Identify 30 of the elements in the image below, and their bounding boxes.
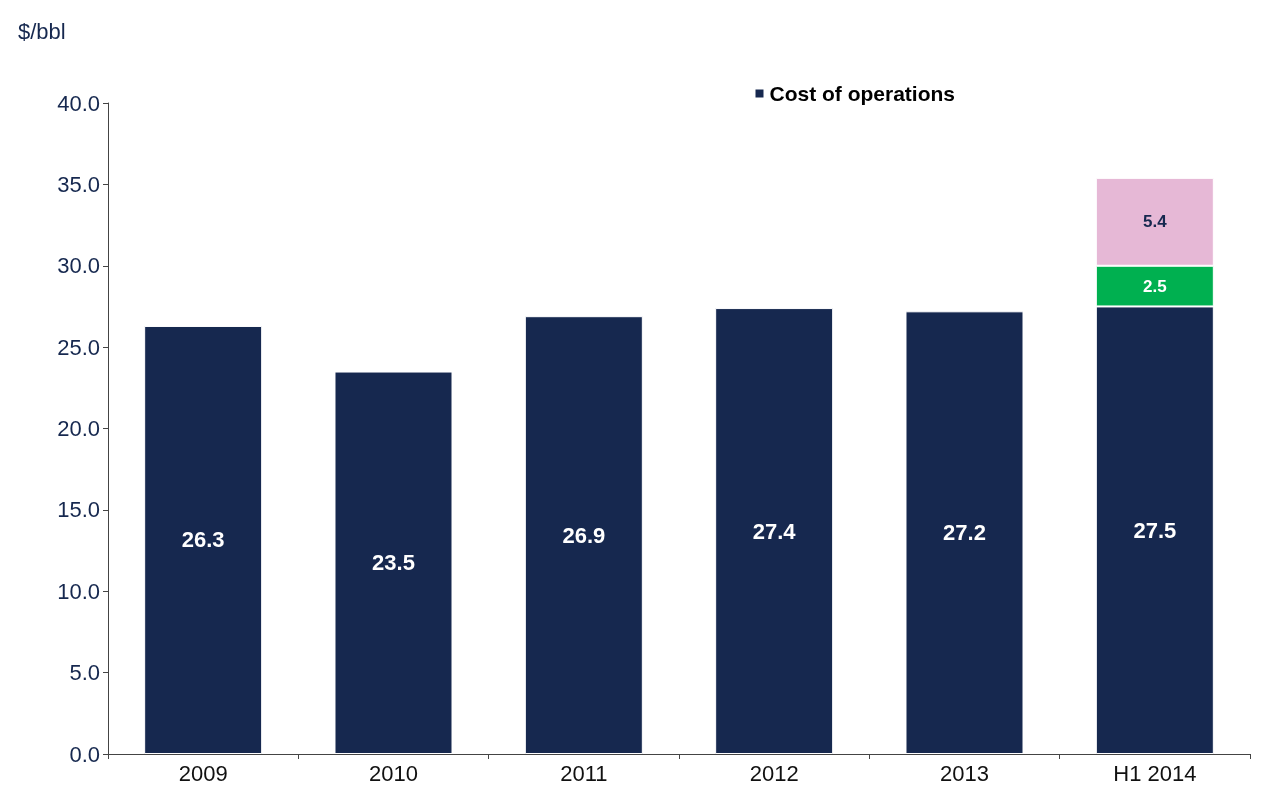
data-label: 27.4 — [752, 518, 797, 544]
y-tick-label: 5.0 — [69, 660, 100, 686]
data-label: 26.9 — [562, 522, 606, 548]
x-tick-label: 2013 — [940, 760, 989, 786]
data-label: 26.3 — [181, 527, 225, 553]
bar — [334, 371, 453, 754]
y-tick-label: 15.0 — [57, 497, 100, 523]
x-tick-label: 2010 — [369, 760, 418, 786]
bar — [905, 311, 1024, 754]
legend-label: Cost of operations — [769, 82, 956, 105]
y-tick-label: 25.0 — [57, 334, 100, 360]
x-tick-label: 2009 — [178, 760, 228, 786]
y-tick-label: 20.0 — [57, 416, 100, 441]
bar — [524, 316, 643, 754]
data-label: 2.5 — [1143, 276, 1167, 296]
y-tick-label: 10.0 — [57, 578, 100, 604]
bar — [144, 325, 263, 754]
x-tick-label: 2011 — [560, 760, 608, 786]
y-tick-label: 35.0 — [57, 171, 100, 197]
bar — [715, 308, 834, 754]
y-tick-label: 30.0 — [57, 253, 100, 279]
x-tick-label: H1 2014 — [1113, 760, 1197, 786]
y-tick-label: 40.0 — [57, 90, 100, 116]
x-tick-label: 2012 — [749, 760, 799, 786]
y-axis-title: $/bbl — [18, 18, 66, 44]
data-label: 23.5 — [372, 550, 415, 576]
y-tick-label: 0.0 — [69, 741, 100, 767]
data-label: 5.4 — [1143, 212, 1168, 232]
data-label: 27.2 — [943, 520, 986, 546]
data-label: 27.5 — [1133, 517, 1177, 543]
